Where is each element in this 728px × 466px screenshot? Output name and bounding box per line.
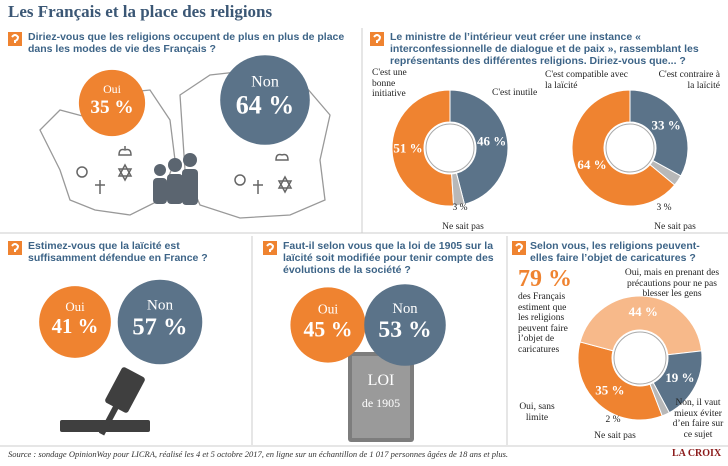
- separators: [0, 28, 728, 447]
- donut-segment: [629, 89, 689, 177]
- bubble: [78, 69, 146, 137]
- title: Les Français et la place des religions: [8, 2, 273, 21]
- donut-segment: [451, 172, 466, 207]
- donut-segment: [449, 89, 509, 205]
- value-label: 35 %: [90, 97, 133, 118]
- value-label: 64 %: [577, 157, 606, 172]
- donut-segment: [577, 341, 663, 421]
- category-label: Non: [392, 301, 418, 317]
- book-label: de 1905: [362, 396, 400, 410]
- category-label: C'est une bonne initiative: [372, 68, 407, 99]
- donut-segment: [649, 381, 670, 417]
- question: Estimez-vous que la laïcité est suffisam…: [28, 240, 208, 264]
- donut-segment: [649, 159, 682, 186]
- question-icons: [8, 32, 526, 255]
- value-label: 41 %: [52, 315, 99, 338]
- bubble: [39, 286, 111, 358]
- donut-segment: [391, 89, 455, 207]
- question: Diriez-vous que les religions occupent d…: [28, 31, 345, 55]
- category-label: Ne sait pas: [594, 431, 636, 441]
- donut-segment: [579, 295, 703, 356]
- highlight-value: 79 %: [518, 266, 572, 292]
- gavel: [60, 367, 150, 436]
- category-label: Non: [251, 74, 279, 91]
- value-label: 33 %: [652, 118, 681, 133]
- donut-segment: [571, 89, 676, 207]
- bubble: [290, 287, 366, 363]
- bubble: [220, 55, 310, 145]
- bubble: [364, 284, 446, 366]
- category-label: Ne sait pas: [442, 222, 484, 232]
- value-label: 53 %: [378, 317, 431, 343]
- source: Source : sondage OpinionWay pour LICRA, …: [8, 449, 509, 459]
- category-label: Oui: [318, 302, 339, 317]
- value-label: 64 %: [236, 90, 294, 119]
- question: Le ministre de l’intérieur veut créer un…: [390, 31, 699, 67]
- category-label: Oui: [65, 300, 85, 314]
- highlight-text: des Français estiment que les religions …: [518, 292, 568, 355]
- value-label: 2 %: [605, 415, 620, 425]
- category-label: Oui, mais en prenant des précautions pou…: [624, 268, 720, 299]
- bubble: [117, 279, 203, 365]
- value-label: 45 %: [304, 317, 353, 341]
- logo: LA CROIX: [672, 448, 722, 459]
- category-label: C'est contraire à la laïcité: [658, 70, 720, 91]
- category-label: C'est compatible avec la laïcité: [545, 70, 628, 91]
- value-label: 57 %: [132, 314, 187, 341]
- value-label: 44 %: [629, 304, 658, 319]
- people: [153, 153, 198, 205]
- category-label: Non: [147, 296, 174, 313]
- donut-center: [613, 331, 667, 385]
- value-label: 3 %: [452, 203, 467, 213]
- category-label: Non, il vaut mieux éviter d’en faire sur…: [672, 398, 724, 440]
- religion-icons: [76, 146, 293, 194]
- category-label: Ne sait pas: [654, 222, 696, 232]
- book-label: LOI: [368, 372, 395, 389]
- book: [348, 352, 414, 442]
- category-label: Oui, sans limite: [519, 402, 555, 423]
- category-label: Oui: [103, 82, 122, 96]
- value-label: 19 %: [665, 370, 694, 385]
- question-glyphs: [11, 34, 524, 252]
- value-label: 3 %: [656, 203, 671, 213]
- question: Faut-il selon vous que la loi de 1905 su…: [283, 240, 494, 276]
- question: Selon vous, les religions peuvent-elles …: [530, 240, 700, 264]
- value-label: 35 %: [595, 382, 624, 397]
- value-label: 51 %: [393, 140, 422, 155]
- donut-center: [425, 123, 475, 173]
- value-label: 46 %: [477, 134, 506, 149]
- donut-center: [605, 123, 655, 173]
- category-label: C'est inutile: [492, 88, 538, 98]
